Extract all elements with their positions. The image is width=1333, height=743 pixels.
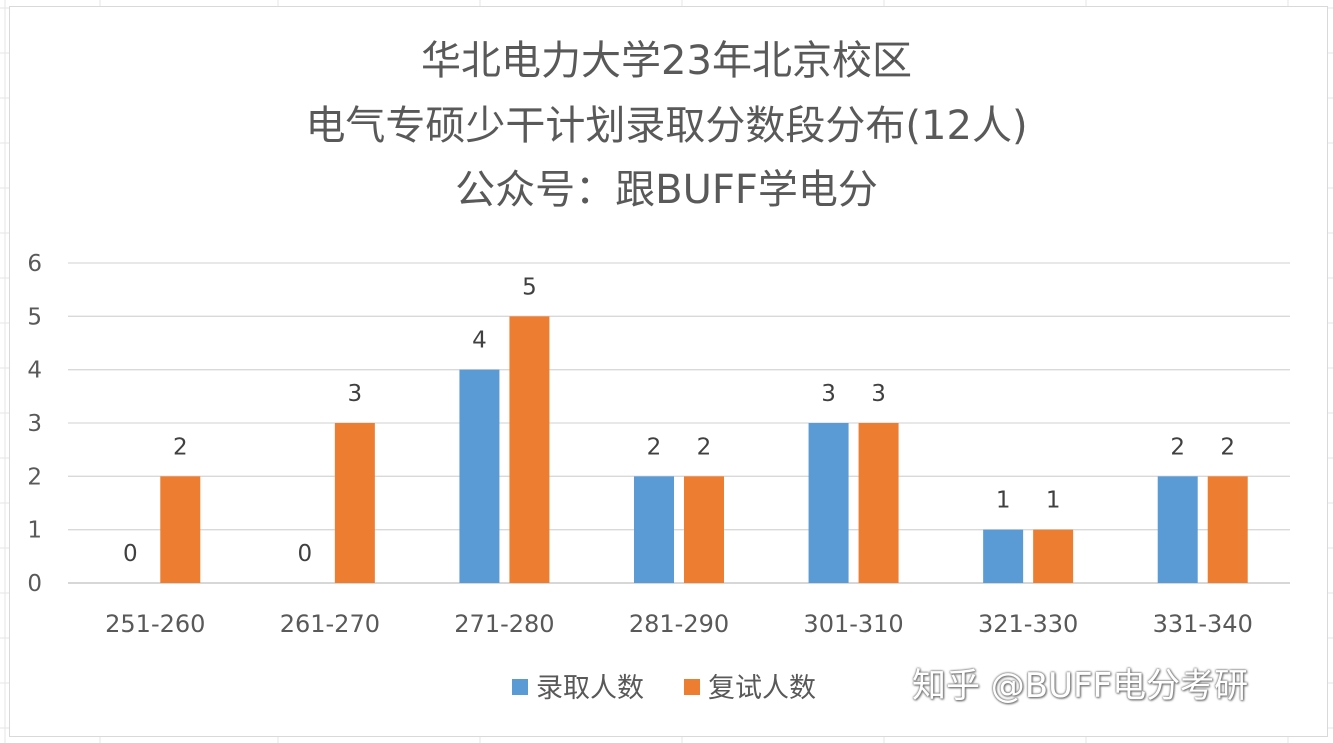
- watermark: 知乎 @BUFF电分考研: [912, 666, 1249, 706]
- data-label: 2: [1220, 434, 1235, 460]
- legend-swatch: [684, 679, 700, 695]
- bar-admitted[interactable]: [808, 423, 849, 583]
- bar-retest[interactable]: [1033, 529, 1074, 583]
- data-label: 0: [298, 541, 313, 567]
- data-label: 3: [348, 381, 363, 407]
- data-label: 3: [871, 381, 886, 407]
- bar-retest[interactable]: [509, 316, 550, 583]
- bar-admitted[interactable]: [1157, 476, 1198, 583]
- chart-title-line-2: 电气专硕少干计划录取分数段分布(12人): [305, 103, 1028, 149]
- bar-admitted[interactable]: [983, 529, 1024, 583]
- x-category-label: 321-330: [978, 610, 1078, 638]
- data-label: 0: [123, 541, 138, 567]
- y-tick-label: 5: [27, 304, 42, 330]
- bar-admitted[interactable]: [634, 476, 674, 583]
- y-tick-label: 0: [27, 571, 42, 597]
- y-tick-label: 4: [27, 358, 42, 384]
- x-category-label: 261-270: [280, 610, 380, 638]
- y-tick-label: 6: [27, 251, 42, 277]
- chart-area[interactable]: [9, 6, 1328, 737]
- x-category-label: 301-310: [803, 610, 903, 638]
- data-label: 2: [647, 434, 662, 460]
- x-category-label: 281-290: [629, 610, 729, 638]
- data-label: 2: [1170, 434, 1185, 460]
- legend-label: 复试人数: [708, 673, 816, 704]
- data-label: 1: [996, 488, 1011, 514]
- data-label: 3: [821, 381, 836, 407]
- bar-retest[interactable]: [684, 476, 724, 583]
- bar-retest[interactable]: [1207, 476, 1248, 583]
- chart-title-line-3: 公众号：跟BUFF学电分: [455, 167, 878, 213]
- data-label: 2: [697, 434, 712, 460]
- data-label: 1: [1046, 488, 1061, 514]
- legend-swatch: [512, 679, 528, 695]
- data-label: 5: [522, 274, 537, 300]
- chart-title-line-1: 华北电力大学23年北京校区: [421, 38, 912, 84]
- legend-label: 录取人数: [536, 673, 644, 704]
- bar-admitted[interactable]: [459, 369, 500, 583]
- data-label: 4: [472, 328, 487, 354]
- bar-retest[interactable]: [858, 423, 899, 583]
- y-tick-label: 3: [27, 411, 42, 437]
- y-tick-label: 1: [27, 518, 42, 544]
- x-category-label: 251-260: [105, 610, 205, 638]
- y-tick-label: 2: [27, 464, 42, 490]
- bar-retest[interactable]: [160, 476, 201, 583]
- data-label: 2: [173, 434, 188, 460]
- x-category-label: 331-340: [1153, 610, 1253, 638]
- bar-retest[interactable]: [334, 423, 375, 583]
- x-category-label: 271-280: [454, 610, 554, 638]
